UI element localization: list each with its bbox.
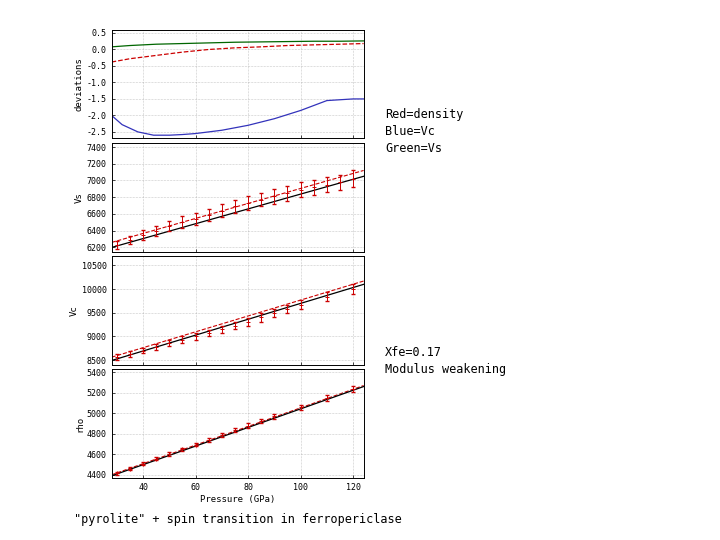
- Y-axis label: deviations: deviations: [75, 57, 84, 111]
- Y-axis label: Vs: Vs: [75, 192, 84, 202]
- Text: Xfe=0.17
Modulus weakening: Xfe=0.17 Modulus weakening: [385, 346, 506, 376]
- X-axis label: Pressure (GPa): Pressure (GPa): [200, 495, 275, 503]
- Text: Red=density
Blue=Vc
Green=Vs: Red=density Blue=Vc Green=Vs: [385, 108, 464, 155]
- Y-axis label: Vc: Vc: [70, 305, 79, 316]
- Text: "pyrolite" + spin transition in ferropericlase: "pyrolite" + spin transition in ferroper…: [73, 514, 402, 526]
- Y-axis label: rho: rho: [75, 415, 84, 431]
